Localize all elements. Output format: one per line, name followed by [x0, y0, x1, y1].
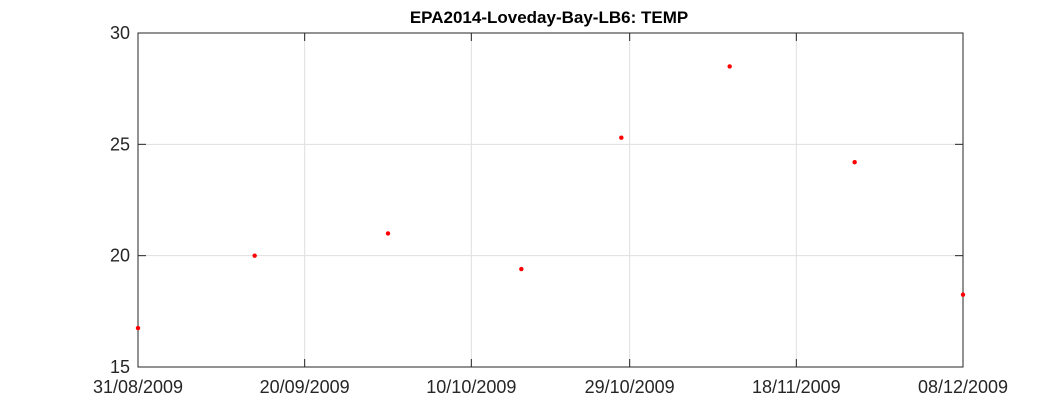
- data-points: [135, 64, 966, 331]
- data-point: [727, 64, 732, 69]
- plot-area: [138, 33, 963, 367]
- data-point: [960, 292, 966, 297]
- x-tick-label: 31/08/2009: [93, 377, 183, 397]
- plot-border: [137, 32, 964, 368]
- x-tick-label: 10/10/2009: [426, 377, 516, 397]
- data-point: [252, 253, 257, 258]
- data-point: [619, 135, 624, 140]
- data-point: [852, 159, 857, 165]
- x-tick-label: 08/12/2009: [918, 377, 1008, 397]
- grid-lines: [138, 33, 963, 367]
- y-tick-label: 20: [110, 246, 130, 266]
- y-tick-label: 25: [110, 134, 130, 154]
- data-point: [135, 325, 141, 331]
- x-axis-tick-labels: 31/08/2009 20/09/2009 10/10/2009 29/10/2009…: [93, 377, 1008, 397]
- chart-title: EPA2014-Loveday-Bay-LB6: TEMP: [410, 8, 688, 27]
- x-tick-label: 18/11/2009: [752, 377, 841, 397]
- data-point: [519, 266, 524, 272]
- y-axis-tick-labels: 15 20 25 30: [110, 23, 130, 377]
- y-tick-label: 30: [110, 23, 130, 43]
- data-point: [385, 231, 391, 236]
- tick-marks: [137, 32, 964, 368]
- x-tick-label: 29/10/2009: [585, 377, 675, 397]
- y-tick-label: 15: [110, 357, 130, 377]
- x-tick-label: 20/09/2009: [260, 377, 350, 397]
